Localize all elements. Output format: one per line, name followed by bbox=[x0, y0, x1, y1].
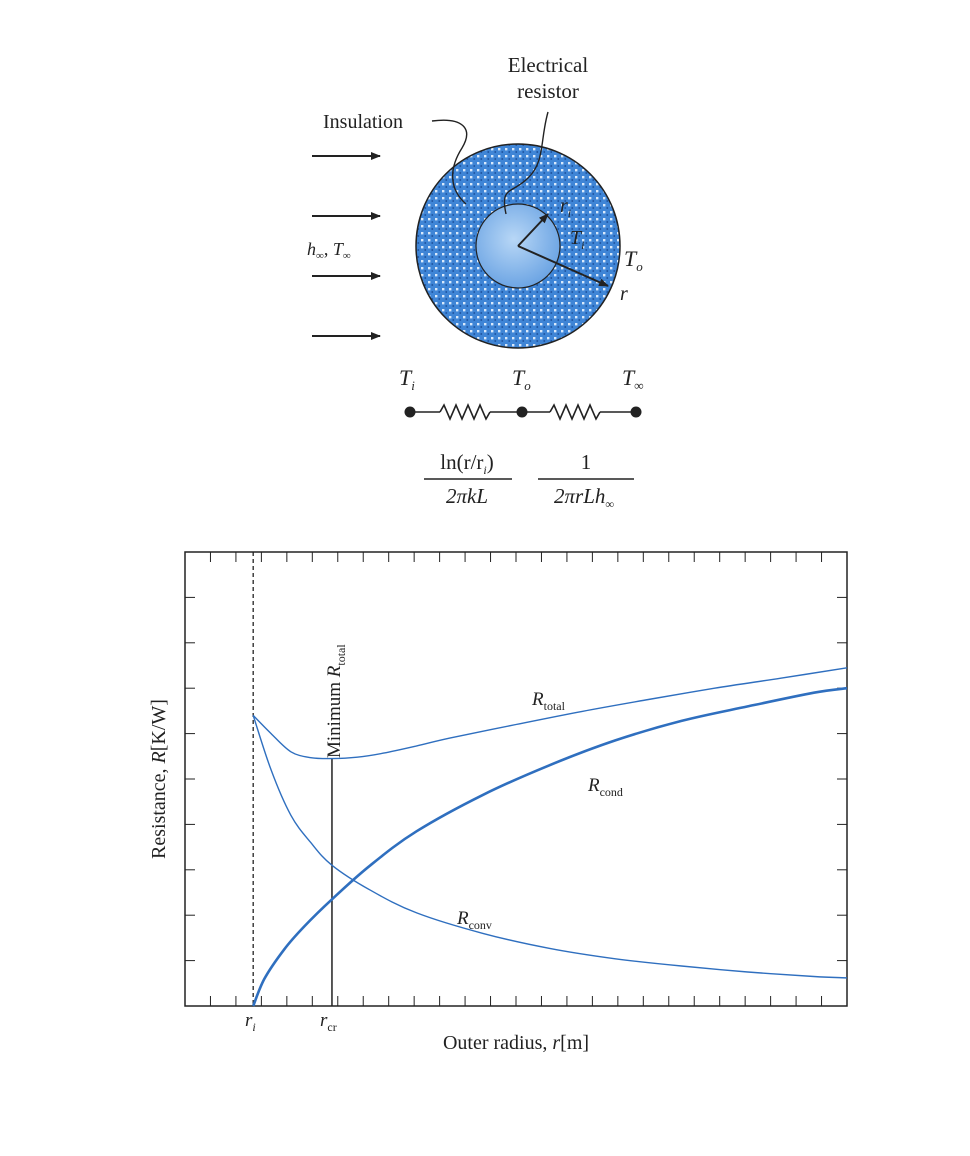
electrical-resistor-label-line1: Electrical bbox=[508, 53, 589, 77]
series-line-rcond bbox=[251, 686, 848, 1007]
series-label-rconv: Rconv bbox=[456, 908, 492, 932]
tick-label-rcr: rcr bbox=[320, 1010, 337, 1034]
r-i-arrow bbox=[517, 213, 549, 247]
minimum-rtotal-annotation: Minimum Rtotal bbox=[324, 644, 348, 758]
conduction-resistor bbox=[439, 402, 491, 422]
flow-arrows bbox=[312, 152, 381, 340]
cylinder-diagram: h∞, T∞ Electrical resistor Insulation ri… bbox=[307, 53, 643, 349]
r-label: r bbox=[620, 283, 628, 305]
series-label-rtotal: Rtotal bbox=[531, 689, 566, 713]
t-o-label: To bbox=[624, 246, 643, 274]
node-ti-dot bbox=[404, 406, 416, 418]
insulation-label: Insulation bbox=[323, 111, 403, 133]
cond-denominator: 2πkL bbox=[446, 484, 488, 508]
r-arrow bbox=[517, 245, 609, 287]
series-line-rconv bbox=[252, 715, 848, 979]
y-axis-label: Resistance, R[K/W] bbox=[148, 699, 170, 859]
node-to-label: To bbox=[512, 365, 531, 393]
cond-numerator: ln(r/ri) bbox=[440, 450, 494, 477]
t-i-label: Ti bbox=[570, 227, 584, 252]
resistor-chain bbox=[410, 402, 636, 422]
node-tinf-dot bbox=[630, 406, 642, 418]
electrical-resistor-label-line2: resistor bbox=[517, 79, 579, 103]
node-ti-label: Ti bbox=[399, 365, 415, 393]
node-to-dot bbox=[516, 406, 528, 418]
axis-ticks bbox=[185, 552, 847, 1006]
r-i-label: ri bbox=[560, 195, 571, 220]
series-line-rtotal bbox=[252, 667, 848, 760]
series-group bbox=[251, 667, 848, 1007]
resistance-chart: Minimum Rtotal Rtotal Rcond Rconv ri rcr… bbox=[148, 551, 848, 1054]
x-axis-label: Outer radius, r[m] bbox=[443, 1032, 589, 1054]
tick-label-ri: ri bbox=[245, 1010, 256, 1034]
insulation-leader bbox=[431, 119, 468, 205]
node-tinf-label: T∞ bbox=[622, 365, 644, 393]
series-label-rcond: Rcond bbox=[587, 775, 623, 799]
h-inf-label: h∞, T∞ bbox=[307, 239, 351, 262]
thermal-network: Ti To T∞ ln(r/ri) 2πkL 1 2πrLh∞ bbox=[399, 365, 644, 511]
conv-denominator: 2πrLh∞ bbox=[554, 484, 614, 511]
conv-numerator: 1 bbox=[581, 450, 592, 474]
convection-resistor bbox=[549, 402, 601, 422]
resistor-leader bbox=[503, 111, 549, 215]
